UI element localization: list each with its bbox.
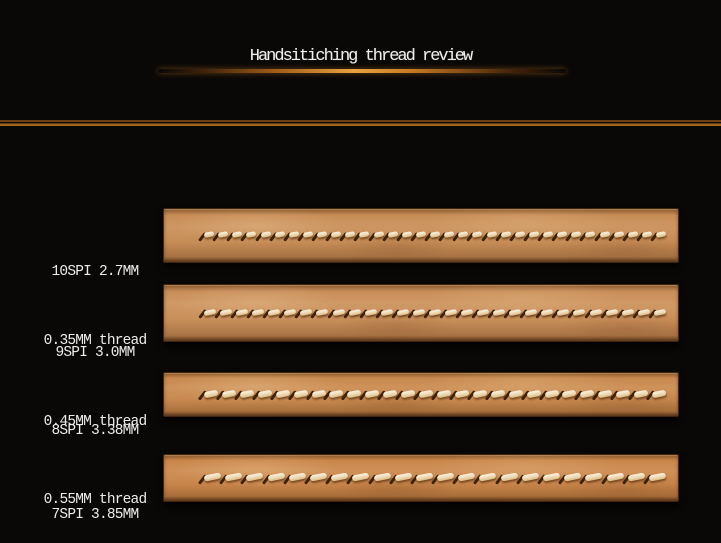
stitch xyxy=(425,307,441,319)
stitch-spec-label: 8SPI 3.38MM 0.55MM thread xyxy=(14,374,176,543)
stitch xyxy=(469,389,487,401)
stitch-spec-label: 10SPI 2.7MM 0.35MM thread xyxy=(14,215,176,399)
stitch xyxy=(451,389,469,401)
spec-text: 8SPI 3.38MM xyxy=(51,423,140,439)
stitch xyxy=(483,230,497,242)
stitch xyxy=(630,389,648,401)
stitch xyxy=(370,472,391,484)
stitch xyxy=(285,472,306,484)
stitch xyxy=(602,307,618,319)
stitch xyxy=(569,307,585,319)
leather-strap-sample xyxy=(163,372,679,417)
stitch xyxy=(468,230,482,242)
stitch xyxy=(487,389,505,401)
stitch-spec-label: 9SPI 3.0MM 0.45MM thread xyxy=(14,296,176,480)
stitch xyxy=(397,389,415,401)
stitch xyxy=(391,472,412,484)
stitch xyxy=(475,472,496,484)
stitch-line xyxy=(200,389,666,401)
stitch xyxy=(236,389,254,401)
stitch xyxy=(218,389,236,401)
stitch xyxy=(650,307,666,319)
stitch-line xyxy=(200,230,666,242)
stitch xyxy=(634,307,650,319)
stitch xyxy=(361,307,377,319)
stitch xyxy=(497,472,518,484)
stitch xyxy=(645,472,666,484)
leather-strap-sample xyxy=(163,208,679,263)
title-underline-glow xyxy=(158,69,566,73)
stitch xyxy=(433,389,451,401)
stitch xyxy=(355,230,369,242)
stitch xyxy=(596,230,610,242)
stitch xyxy=(200,389,218,401)
spec-text: 9SPI 3.0MM xyxy=(55,345,135,361)
stitch xyxy=(415,389,433,401)
stitch xyxy=(618,307,634,319)
stitch-line xyxy=(200,472,666,484)
stitch xyxy=(306,472,327,484)
thread-text: 0.45MM thread xyxy=(43,414,148,430)
stitch xyxy=(586,307,602,319)
stitch xyxy=(370,230,384,242)
leather-strap-sample xyxy=(163,284,679,342)
stitch xyxy=(377,307,393,319)
stitch xyxy=(200,472,221,484)
stitch xyxy=(441,307,457,319)
page-title: Handsitiching thread review xyxy=(249,47,473,66)
stitch xyxy=(505,389,523,401)
stitch xyxy=(348,472,369,484)
stitch xyxy=(412,472,433,484)
stitch xyxy=(393,307,409,319)
leather-strap-sample xyxy=(163,454,679,502)
stitch xyxy=(254,389,272,401)
stitch xyxy=(652,230,666,242)
stitch xyxy=(264,472,285,484)
double-divider-line xyxy=(0,120,721,127)
stitch xyxy=(242,230,256,242)
stitch xyxy=(345,307,361,319)
stitch-spec-label: 7SPI 3.85MM 0.65MM thread xyxy=(14,458,176,543)
stitch xyxy=(257,230,271,242)
stitch xyxy=(648,389,666,401)
stitch-line xyxy=(200,307,666,319)
thread-text: 0.35MM thread xyxy=(43,333,148,349)
stitch xyxy=(603,472,624,484)
stitch xyxy=(518,472,539,484)
stitch xyxy=(312,307,328,319)
spec-text: 7SPI 3.85MM xyxy=(51,507,140,523)
stitch xyxy=(539,472,560,484)
stitch xyxy=(581,472,602,484)
stitch xyxy=(409,307,425,319)
stitch xyxy=(329,307,345,319)
stitch xyxy=(290,389,308,401)
stitch xyxy=(624,472,645,484)
stitch xyxy=(272,389,290,401)
spec-text: 10SPI 2.7MM xyxy=(51,264,140,280)
stitch xyxy=(242,472,263,484)
thread-text: 0.55MM thread xyxy=(43,492,148,508)
stitch xyxy=(581,230,595,242)
stitch xyxy=(523,389,541,401)
